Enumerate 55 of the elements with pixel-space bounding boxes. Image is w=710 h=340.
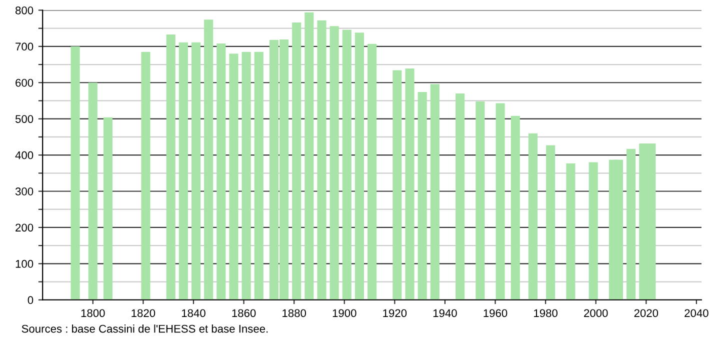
- bar: [354, 32, 364, 300]
- bar: [204, 20, 214, 300]
- bar: [88, 82, 98, 300]
- y-tick-label: 500: [15, 115, 34, 123]
- bar: [216, 44, 226, 300]
- bar: [166, 34, 176, 300]
- bar: [191, 42, 201, 300]
- bar: [546, 145, 556, 300]
- bar: [254, 52, 264, 300]
- bar: [178, 42, 188, 300]
- bar: [528, 133, 538, 300]
- bar: [496, 103, 505, 300]
- y-tick-label: 600: [16, 78, 34, 87]
- bar: [304, 12, 314, 300]
- source-note: Sources : base Cassini de l'EHESS et base Insee.: [22, 324, 268, 333]
- bar: [242, 52, 251, 300]
- bar: [392, 70, 402, 300]
- x-tick-label: 1980: [534, 309, 558, 318]
- y-tick-label: 200: [16, 224, 34, 232]
- bar: [317, 20, 326, 300]
- y-tick-label: 300: [15, 188, 34, 196]
- bar: [141, 52, 150, 300]
- x-tick-label: 1880: [282, 309, 306, 318]
- bar: [510, 116, 520, 300]
- x-tick-label: 1920: [383, 309, 407, 318]
- bar: [566, 163, 576, 300]
- x-tick-label: 1820: [132, 309, 156, 318]
- bar: [103, 117, 113, 300]
- x-tick-label: 1900: [332, 309, 356, 318]
- bar: [588, 162, 598, 300]
- x-tick-label: 2000: [584, 309, 608, 318]
- y-tick-label: 0: [28, 296, 34, 304]
- bar: [430, 84, 440, 300]
- y-tick-label: 400: [15, 151, 34, 160]
- x-tick-label: 1840: [182, 309, 206, 318]
- x-tick-label: 1960: [484, 309, 508, 318]
- y-tick-label: 800: [16, 6, 34, 14]
- bar: [368, 44, 377, 300]
- bar: [330, 26, 339, 300]
- x-tick-label: 2040: [684, 309, 708, 318]
- bar: [626, 148, 636, 300]
- bar: [418, 92, 427, 300]
- x-tick-label: 1860: [232, 309, 256, 318]
- x-tick-label: 1800: [81, 309, 105, 318]
- bar: [292, 22, 302, 300]
- bar: [476, 101, 485, 300]
- bar: [456, 93, 465, 300]
- y-tick-label: 700: [16, 42, 34, 51]
- bar: [229, 54, 238, 300]
- bar: [405, 68, 414, 300]
- x-tick-label: 2020: [634, 309, 658, 318]
- y-tick-label: 100: [16, 260, 34, 268]
- bar: [70, 46, 80, 300]
- x-tick-label: 1940: [433, 309, 457, 318]
- bar: [342, 30, 352, 300]
